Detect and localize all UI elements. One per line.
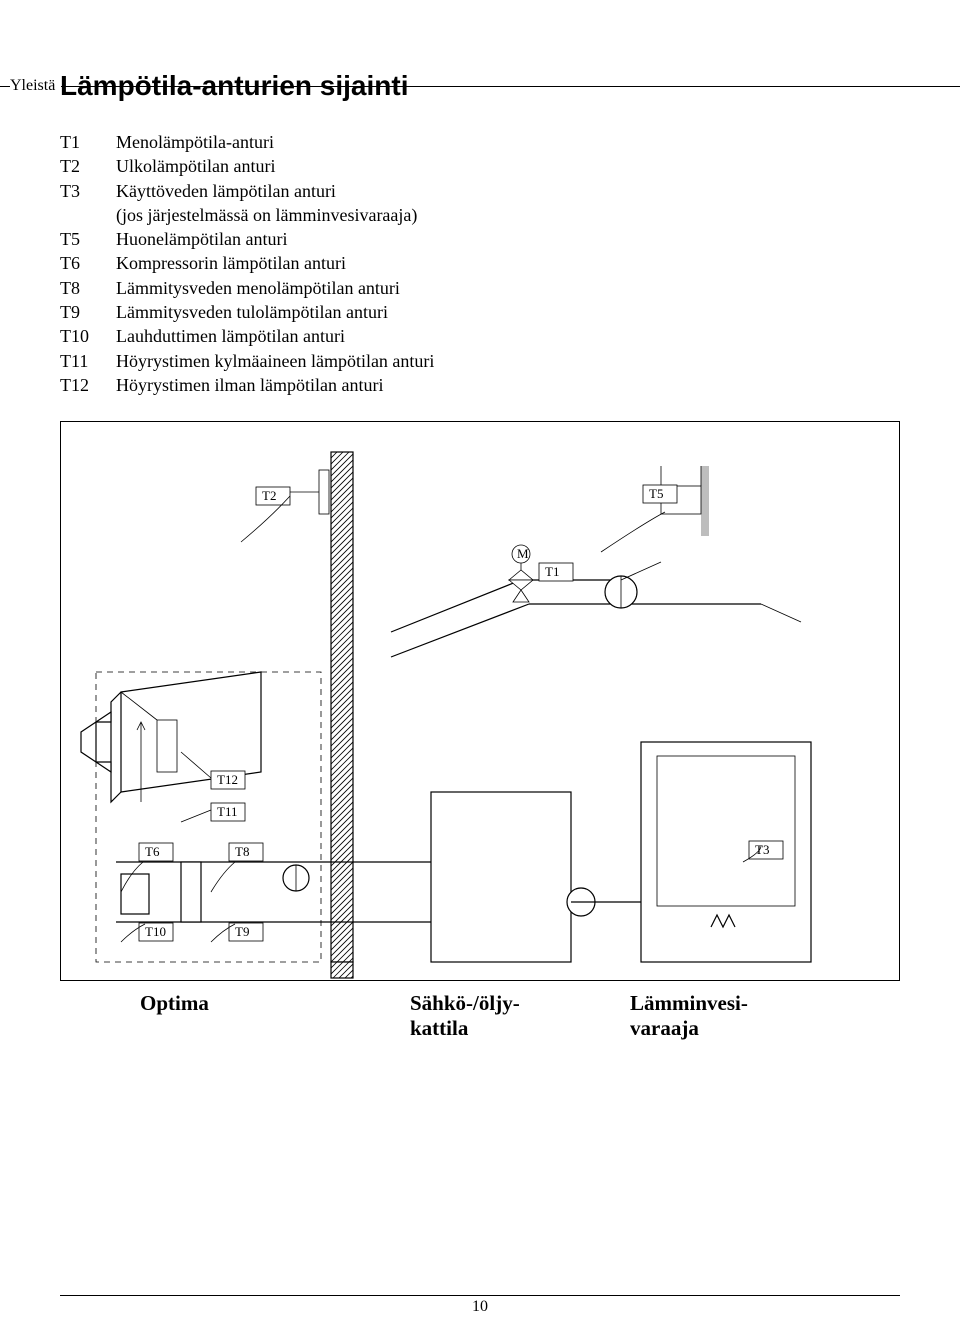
sensor-desc: Lauhduttimen lämpötilan anturi <box>116 324 345 348</box>
list-item: (jos järjestelmässä on lämminvesivaraaja… <box>60 203 900 227</box>
sensor-desc: (jos järjestelmässä on lämminvesivaraaja… <box>116 203 417 227</box>
sensor-code: T6 <box>60 251 116 275</box>
sensor-code: T1 <box>60 130 116 154</box>
sensor-desc: Höyrystimen ilman lämpötilan anturi <box>116 373 383 397</box>
svg-text:T3: T3 <box>755 842 769 857</box>
list-item: T2Ulkolämpötilan anturi <box>60 154 900 178</box>
sensor-code <box>60 203 116 227</box>
list-item: T11Höyrystimen kylmäaineen lämpötilan an… <box>60 349 900 373</box>
sensor-code: T12 <box>60 373 116 397</box>
footer-rule <box>60 1295 900 1296</box>
header-section-label: Yleistä <box>10 77 61 95</box>
svg-text:T8: T8 <box>235 844 249 859</box>
diagram-svg: T2 T5 M T1 T12 T11 T6 T8 T10 T9 T3 <box>61 422 899 980</box>
sensor-desc: Lämmitysveden tulolämpötilan anturi <box>116 300 388 324</box>
sensor-code: T9 <box>60 300 116 324</box>
svg-text:T11: T11 <box>217 804 237 819</box>
svg-text:T1: T1 <box>545 564 559 579</box>
page-number: 10 <box>0 1298 960 1316</box>
sensor-code: T5 <box>60 227 116 251</box>
sensor-code: T2 <box>60 154 116 178</box>
sensor-desc: Menolämpötila-anturi <box>116 130 274 154</box>
svg-text:T5: T5 <box>649 486 663 501</box>
caption-optima: Optima <box>140 991 410 1041</box>
sensor-code: T11 <box>60 349 116 373</box>
sensor-desc: Höyrystimen kylmäaineen lämpötilan antur… <box>116 349 434 373</box>
sensor-desc: Ulkolämpötilan anturi <box>116 154 275 178</box>
svg-text:M: M <box>517 546 529 561</box>
sensor-code: T10 <box>60 324 116 348</box>
svg-text:T12: T12 <box>217 772 238 787</box>
list-item: T1Menolämpötila-anturi <box>60 130 900 154</box>
caption-boiler: Sähkö-/öljy- kattila <box>410 991 630 1041</box>
sensor-desc: Lämmitysveden menolämpötilan anturi <box>116 276 400 300</box>
header-rule <box>0 86 960 87</box>
list-item: T3Käyttöveden lämpötilan anturi <box>60 179 900 203</box>
sensor-desc: Huonelämpötilan anturi <box>116 227 287 251</box>
diagram-captions: Optima Sähkö-/öljy- kattila Lämminvesi- … <box>60 991 900 1041</box>
list-item: T9Lämmitysveden tulolämpötilan anturi <box>60 300 900 324</box>
svg-text:T10: T10 <box>145 924 166 939</box>
caption-tank: Lämminvesi- varaaja <box>630 991 748 1041</box>
diagram-frame: T2 T5 M T1 T12 T11 T6 T8 T10 T9 T3 <box>60 421 900 981</box>
list-item: T8Lämmitysveden menolämpötilan anturi <box>60 276 900 300</box>
sensor-code: T8 <box>60 276 116 300</box>
sensor-desc: Kompressorin lämpötilan anturi <box>116 251 346 275</box>
svg-text:T9: T9 <box>235 924 249 939</box>
list-item: T10Lauhduttimen lämpötilan anturi <box>60 324 900 348</box>
sensor-list: T1Menolämpötila-anturi T2Ulkolämpötilan … <box>60 130 900 397</box>
sensor-code: T3 <box>60 179 116 203</box>
svg-text:T6: T6 <box>145 844 160 859</box>
page: Yleistä Lämpötila-anturien sijainti T1Me… <box>0 70 960 1330</box>
list-item: T5Huonelämpötilan anturi <box>60 227 900 251</box>
list-item: T12Höyrystimen ilman lämpötilan anturi <box>60 373 900 397</box>
svg-text:T2: T2 <box>262 488 276 503</box>
sensor-desc: Käyttöveden lämpötilan anturi <box>116 179 336 203</box>
list-item: T6Kompressorin lämpötilan anturi <box>60 251 900 275</box>
diagram: T2 T5 M T1 T12 T11 T6 T8 T10 T9 T3 Optima Sähkö-/ö… <box>60 421 900 1041</box>
